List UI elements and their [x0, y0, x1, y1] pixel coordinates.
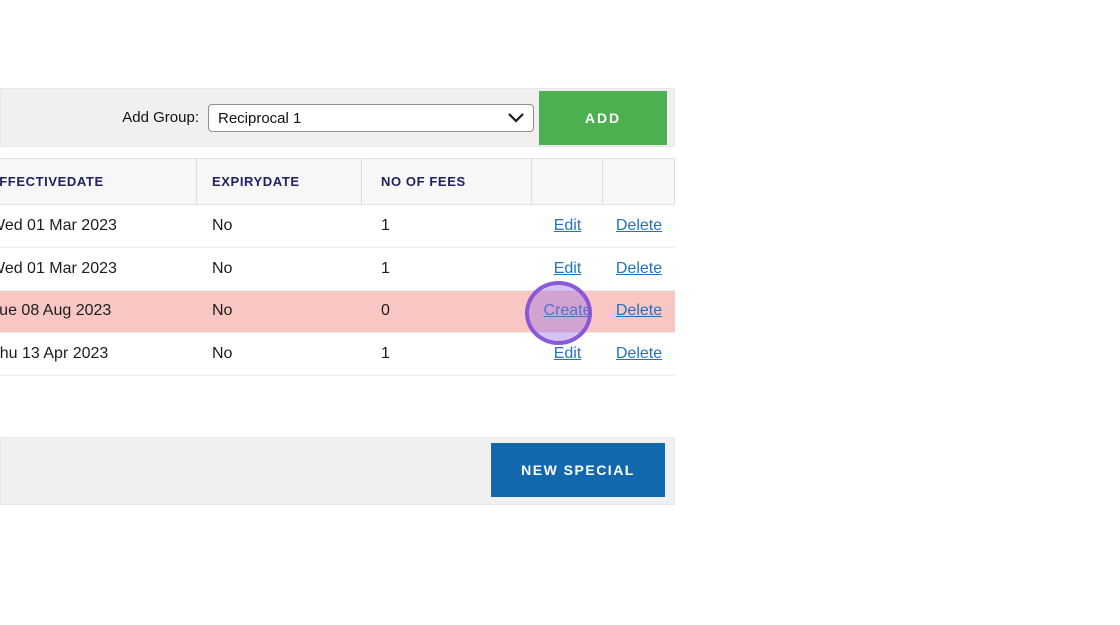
edit-link[interactable]: Edit	[553, 345, 582, 363]
cell-expiry-date: No	[212, 345, 233, 363]
cell-no-of-fees: 1	[381, 259, 390, 277]
delete-link[interactable]: Delete	[615, 216, 663, 234]
edit-link[interactable]: Edit	[553, 259, 582, 277]
add-button[interactable]: ADD	[539, 91, 667, 145]
cell-effective-date: Thu 13 Apr 2023	[0, 345, 109, 363]
cell-effective-date: Tue 08 Aug 2023	[0, 302, 112, 320]
add-group-bar: Add Group: Reciprocal 1 ADD	[0, 88, 675, 147]
group-select-value: Reciprocal 1	[218, 109, 302, 127]
delete-link[interactable]: Delete	[615, 302, 663, 320]
fees-table: EFFECTIVEDATE EXPIRYDATE NO OF FEES Wed …	[0, 158, 675, 376]
header-no-of-fees: NO OF FEES	[362, 159, 532, 204]
header-expirydate: EXPIRYDATE	[197, 159, 362, 204]
create-link[interactable]: Create	[543, 302, 592, 320]
header-action	[532, 159, 603, 204]
header-effectivedate: EFFECTIVEDATE	[0, 159, 197, 204]
header-delete	[603, 159, 675, 204]
cell-effective-date: Wed 01 Mar 2023	[0, 216, 117, 234]
delete-link[interactable]: Delete	[615, 345, 663, 363]
chevron-down-icon	[508, 113, 524, 123]
delete-link[interactable]: Delete	[615, 259, 663, 277]
cell-no-of-fees: 0	[381, 302, 390, 320]
table-row: Wed 01 Mar 2023 No 1 Edit Delete	[0, 247, 675, 291]
add-group-label: Add Group:	[122, 109, 199, 126]
group-select[interactable]: Reciprocal 1	[208, 104, 534, 132]
footer-bar: NEW SPECIAL	[0, 437, 675, 505]
cell-no-of-fees: 1	[381, 216, 390, 234]
cell-effective-date: Wed 01 Mar 2023	[0, 259, 117, 277]
edit-link[interactable]: Edit	[553, 216, 582, 234]
table-row: Thu 13 Apr 2023 No 1 Edit Delete	[0, 333, 675, 376]
cell-expiry-date: No	[212, 216, 233, 234]
cell-expiry-date: No	[212, 259, 233, 277]
table-row: Wed 01 Mar 2023 No 1 Edit Delete	[0, 205, 675, 248]
table-row-highlighted: Tue 08 Aug 2023 No 0 Create Delete	[0, 290, 675, 334]
new-special-button[interactable]: NEW SPECIAL	[491, 443, 665, 497]
table-header: EFFECTIVEDATE EXPIRYDATE NO OF FEES	[0, 158, 675, 205]
cell-expiry-date: No	[212, 302, 233, 320]
cell-no-of-fees: 1	[381, 345, 390, 363]
